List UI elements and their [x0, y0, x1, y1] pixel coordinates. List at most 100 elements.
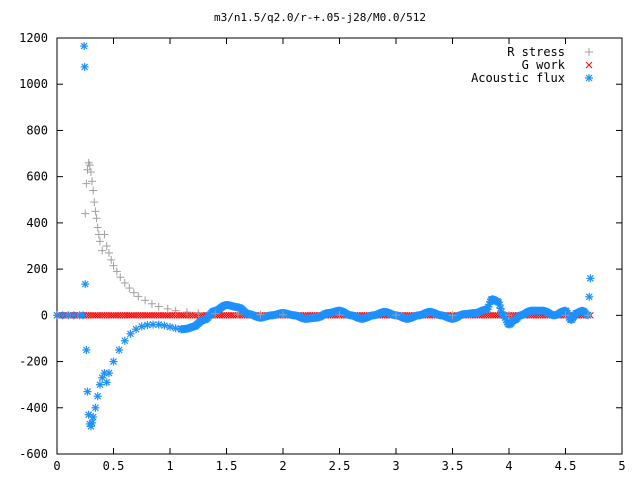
r-stress-point	[256, 310, 265, 319]
acoustic-flux-point	[126, 329, 135, 338]
acoustic-flux-point	[91, 403, 100, 412]
y-tick-label: -400	[19, 401, 48, 415]
r-stress-point	[448, 311, 457, 320]
acoustic-flux-point	[154, 320, 163, 329]
acoustic-flux-point	[585, 292, 594, 301]
r-stress-point	[154, 302, 163, 311]
acoustic-flux-point	[166, 322, 174, 331]
r-stress-point	[89, 186, 98, 195]
acoustic-flux-point	[82, 346, 91, 354]
r-stress-point	[194, 309, 203, 318]
r-stress-point	[109, 261, 118, 270]
acoustic-flux-point	[89, 413, 98, 422]
x-tick-label: 3	[392, 459, 399, 473]
acoustic-flux-point	[160, 321, 169, 330]
acoustic-flux-point	[80, 62, 89, 71]
r-stress-point	[98, 246, 107, 255]
r-stress-point	[125, 284, 134, 293]
r-stress-point	[116, 273, 125, 282]
r-stress-point	[93, 223, 102, 232]
r-stress-point	[171, 306, 180, 315]
r-stress-point	[561, 311, 570, 320]
acoustic-flux-point	[120, 336, 129, 345]
r-stress-point	[102, 242, 111, 250]
chart-title: m3/n1.5/q2.0/r-+.05-j28/M0.0/512	[214, 11, 426, 24]
acoustic-flux-point	[95, 380, 104, 389]
x-tick-label: 4.5	[555, 459, 577, 473]
x-tick-label: 2.5	[329, 459, 351, 473]
series-acoustic-flux	[53, 42, 595, 431]
x-tick-label: 0.5	[103, 459, 125, 473]
x-tick-label: 2	[279, 459, 286, 473]
acoustic-flux-point	[109, 357, 118, 366]
y-tick-label: 1200	[19, 31, 48, 45]
legend-label: R stress	[507, 45, 565, 59]
r-stress-point	[584, 311, 593, 320]
r-stress-point	[82, 179, 91, 188]
r-stress-point	[90, 198, 99, 207]
legend-marker	[585, 61, 593, 69]
r-stress-point	[85, 161, 94, 170]
acoustic-flux-point	[149, 320, 158, 329]
r-stress-point	[335, 311, 344, 320]
x-tick-label: 1.5	[216, 459, 238, 473]
x-tick-label: 3.5	[442, 459, 464, 473]
acoustic-flux-point	[88, 418, 97, 427]
r-stress-point	[95, 237, 104, 246]
r-stress-point	[505, 311, 513, 320]
y-tick-label: 600	[26, 170, 48, 184]
acoustic-flux-point	[80, 42, 89, 51]
r-stress-point	[107, 255, 116, 264]
r-stress-point	[104, 248, 113, 257]
r-stress-point	[88, 177, 97, 186]
acoustic-flux-point	[102, 378, 111, 387]
x-tick-label: 1	[166, 459, 173, 473]
acoustic-flux-point	[81, 280, 90, 289]
r-stress-point	[100, 230, 109, 239]
r-stress-point	[81, 209, 90, 218]
x-tick-label: 4	[505, 459, 512, 473]
r-stress-point	[134, 292, 143, 301]
legend-marker	[585, 48, 593, 56]
r-stress-point	[392, 311, 400, 320]
r-stress-point	[129, 288, 138, 297]
r-stress-point	[182, 308, 191, 317]
y-tick-label: 400	[26, 216, 48, 230]
r-stress-point	[91, 207, 100, 216]
r-stress-point	[279, 310, 287, 319]
r-stress-point	[147, 299, 156, 308]
series-layer	[53, 42, 595, 431]
y-tick-label: 1000	[19, 77, 48, 91]
r-stress-point	[112, 267, 121, 276]
legend-marker	[585, 74, 593, 82]
r-stress-point	[86, 168, 95, 177]
acoustic-flux-point	[171, 324, 180, 333]
acoustic-flux-point	[83, 387, 92, 396]
plot-frame	[56, 37, 623, 455]
y-tick-label: 200	[26, 262, 48, 276]
y-tick-label: 0	[41, 308, 48, 322]
legend-label: G work	[522, 58, 566, 72]
acoustic-flux-point	[78, 311, 87, 320]
r-stress-point	[120, 278, 129, 287]
acoustic-flux-point	[132, 325, 141, 334]
axes: 0 0.5 1 1.5 2 2.5 3 3.5 4 4.5 5 -600 -400 -200 0 200 400…	[19, 31, 626, 473]
r-stress-point	[141, 296, 150, 305]
y-tick-label: 800	[26, 123, 48, 137]
y-tick-label: -600	[19, 447, 48, 461]
acoustic-flux-point	[137, 322, 146, 331]
legend-label: Acoustic flux	[471, 71, 565, 85]
x-tick-label: 0	[53, 459, 60, 473]
acoustic-flux-point	[586, 274, 595, 283]
acoustic-flux-point	[93, 392, 102, 401]
r-stress-point	[92, 214, 101, 223]
x-tick-label: 5	[618, 459, 625, 473]
r-stress-point	[233, 310, 242, 319]
y-tick-label: -200	[19, 355, 48, 369]
series-r-stress	[81, 158, 593, 320]
acoustic-flux-point	[104, 369, 113, 378]
r-stress-point	[211, 309, 220, 318]
acoustic-flux-point	[115, 346, 124, 354]
